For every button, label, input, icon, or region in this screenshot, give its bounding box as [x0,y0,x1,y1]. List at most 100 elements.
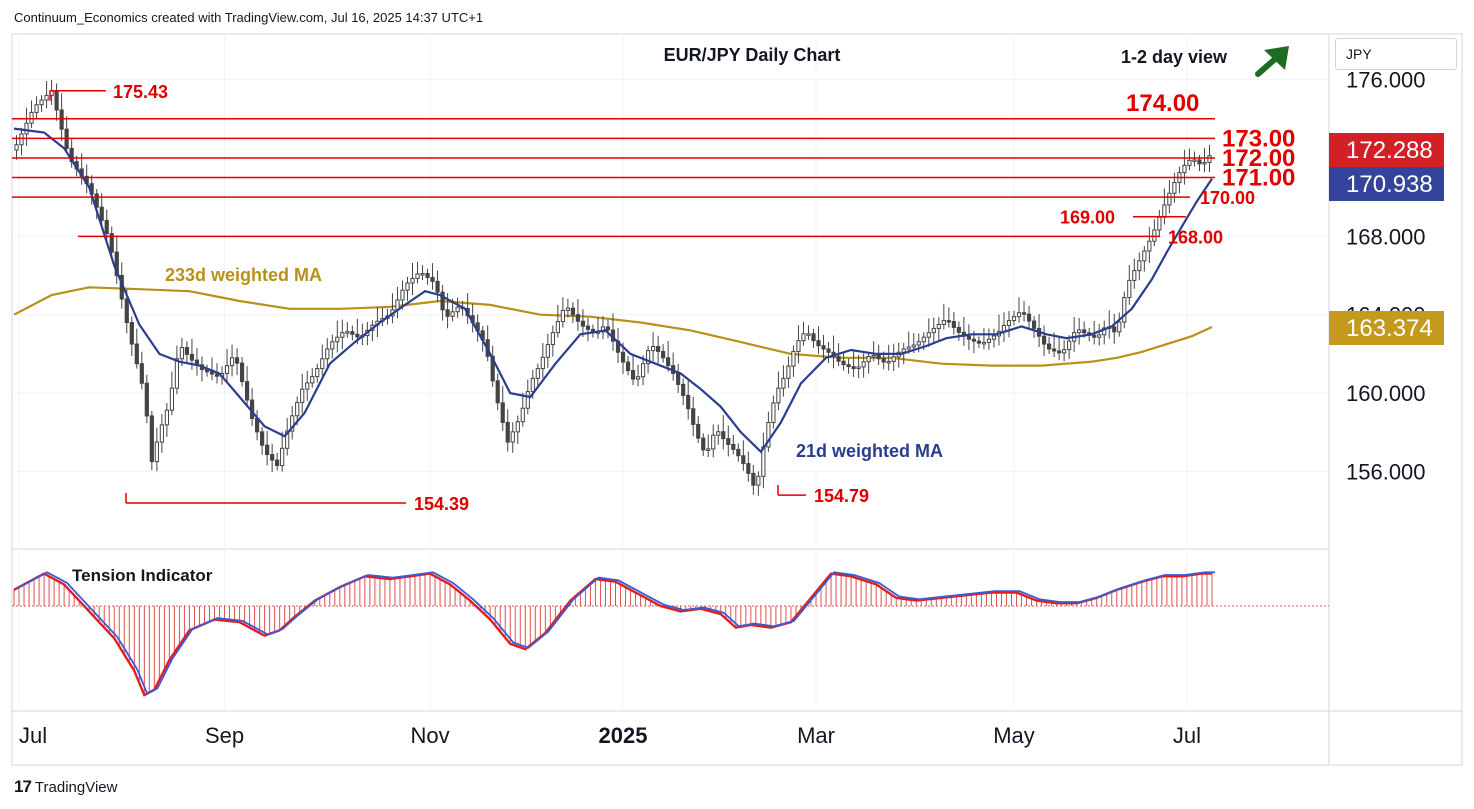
candle-body [881,358,886,363]
candle-body [39,99,44,106]
currency-selector[interactable]: JPY [1335,38,1457,70]
candle-body [811,333,816,342]
candle-body [751,472,756,486]
candle-body [535,368,540,379]
tension-line-red [13,572,1212,697]
candle-body [1057,350,1062,354]
candle-body [1192,159,1197,162]
candle-body [1092,334,1097,338]
candle-body [746,463,751,474]
candle-body [691,408,696,425]
tradingview-logo-text: TradingView [34,778,118,796]
candle-body [244,381,250,401]
swing-label: 175.43 [113,82,168,102]
candle-body [1077,329,1082,334]
tradingview-logo-mark: 17 [14,777,32,796]
candle-body [1127,279,1132,299]
candle-body [951,321,956,328]
candle-body [440,291,445,311]
y-tick-label: 176.000 [1346,68,1426,93]
candle-body [525,391,530,409]
candle-body [54,90,59,111]
candle-body [676,372,681,385]
candle-body [179,347,185,360]
candle-body [766,421,771,448]
candle-body [114,251,119,277]
candle-body [916,341,921,346]
candle-body [280,447,285,467]
candle-body [315,368,320,378]
candle-body [651,346,656,352]
candle-body [420,273,425,276]
candle-body [806,333,811,336]
candle-body [104,219,109,235]
price-badge-label: 163.374 [1346,315,1433,342]
candle-body [991,335,997,340]
price-badge-label: 172.288 [1346,137,1433,164]
tradingview-logo[interactable]: 17 TradingView [14,777,117,797]
candle-body [229,357,235,367]
candle-body [976,340,982,344]
candle-body [605,326,611,331]
candle-body [866,355,871,363]
candle-body [836,355,841,362]
candle-body [1006,320,1012,326]
candle-body [1187,159,1192,166]
candle-body [500,402,505,423]
candle-body [726,438,731,445]
price-badge [1329,311,1444,345]
ma233-line [13,286,1213,367]
candle-body [736,448,741,457]
candle-body [300,388,305,403]
candle-body [1067,340,1072,351]
candle-body [946,320,951,323]
candle-body [1011,316,1017,322]
candle-body [400,289,405,301]
candle-body [169,387,174,411]
tension-indicator-title: Tension Indicator [72,566,213,585]
candle-body [265,444,270,456]
candle-body [530,377,535,393]
candle-body [270,454,275,461]
candle-body [681,383,686,396]
candle-body [570,307,575,316]
candle-body [981,341,987,345]
candle-body [425,273,430,278]
candle-body [711,434,716,450]
candle-body [1112,326,1117,333]
y-tick-label: 156.000 [1346,459,1426,484]
swing-label: 154.79 [814,486,869,506]
candle-body [1132,270,1137,281]
candle-body [1142,250,1147,262]
level-label: 173.00 [1222,125,1295,152]
candle-body [109,233,114,253]
candle-body [876,355,881,360]
candle-body [846,364,851,368]
candle-body [44,94,49,101]
candle-body [1016,312,1022,318]
candle-body [164,409,169,426]
candle-body [1182,164,1187,174]
candle-body [350,331,355,335]
candle-body [701,437,706,451]
candle-body [149,415,154,463]
candle-body [124,298,129,324]
x-tick-label: Mar [797,723,835,748]
price-badge [1329,133,1444,167]
candle-body [34,104,39,113]
x-tick-label: Jul [1173,723,1201,748]
candle-body [620,351,626,363]
level-label: 168.00 [1168,227,1223,247]
candle-body [630,370,636,380]
candle-body [305,382,310,390]
level-label: 172.00 [1222,145,1295,172]
candle-body [971,338,977,342]
candle-body [796,340,801,352]
candle-body [285,430,290,449]
candle-body [490,355,495,382]
candle-body [1041,335,1047,345]
candle-body [154,441,159,463]
candle-body [560,309,565,323]
candle-body [696,423,701,439]
candle-body [1122,297,1127,323]
